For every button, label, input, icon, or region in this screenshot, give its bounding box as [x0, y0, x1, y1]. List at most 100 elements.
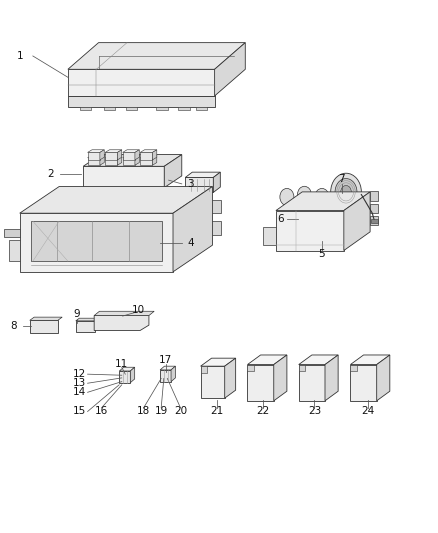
- Polygon shape: [299, 365, 305, 371]
- Polygon shape: [20, 187, 212, 213]
- Text: 1: 1: [16, 51, 23, 61]
- Polygon shape: [131, 367, 135, 383]
- Polygon shape: [135, 155, 139, 165]
- Polygon shape: [80, 107, 91, 110]
- Polygon shape: [135, 150, 139, 160]
- Text: 17: 17: [159, 355, 172, 365]
- Polygon shape: [185, 177, 213, 192]
- Polygon shape: [76, 321, 95, 332]
- Polygon shape: [88, 152, 100, 160]
- Polygon shape: [299, 365, 325, 401]
- Polygon shape: [160, 366, 175, 370]
- Polygon shape: [173, 187, 212, 272]
- Circle shape: [41, 323, 47, 330]
- Polygon shape: [30, 320, 58, 333]
- Text: 16: 16: [95, 407, 108, 416]
- Polygon shape: [156, 107, 168, 110]
- Text: 10: 10: [131, 305, 145, 315]
- Text: 15: 15: [73, 407, 86, 416]
- Polygon shape: [247, 365, 254, 371]
- Text: 12: 12: [73, 369, 86, 379]
- Circle shape: [297, 187, 311, 204]
- Polygon shape: [178, 107, 190, 110]
- Polygon shape: [185, 172, 220, 177]
- Polygon shape: [370, 216, 378, 225]
- Polygon shape: [123, 155, 139, 158]
- Text: 11: 11: [115, 359, 128, 368]
- Text: 6: 6: [277, 214, 284, 223]
- Polygon shape: [105, 158, 117, 165]
- Polygon shape: [212, 221, 221, 235]
- Polygon shape: [83, 155, 182, 166]
- Polygon shape: [140, 152, 152, 160]
- Polygon shape: [171, 366, 175, 382]
- Polygon shape: [83, 166, 164, 188]
- Text: 23: 23: [308, 407, 321, 416]
- Polygon shape: [94, 311, 154, 316]
- Polygon shape: [105, 152, 117, 160]
- Text: 19: 19: [155, 407, 168, 416]
- Polygon shape: [117, 155, 122, 165]
- Circle shape: [115, 319, 122, 327]
- Polygon shape: [68, 43, 245, 69]
- Polygon shape: [201, 366, 225, 398]
- Text: 14: 14: [73, 387, 86, 397]
- Circle shape: [87, 323, 92, 329]
- Polygon shape: [164, 155, 182, 188]
- Polygon shape: [100, 155, 104, 165]
- Polygon shape: [370, 204, 378, 213]
- Polygon shape: [371, 219, 378, 223]
- Circle shape: [34, 323, 40, 330]
- Polygon shape: [117, 150, 122, 160]
- Text: 4: 4: [187, 238, 194, 247]
- Polygon shape: [196, 107, 207, 110]
- Polygon shape: [68, 69, 215, 96]
- Polygon shape: [68, 96, 215, 107]
- Text: 8: 8: [10, 321, 17, 331]
- Polygon shape: [126, 107, 137, 110]
- Polygon shape: [350, 365, 377, 401]
- Polygon shape: [350, 355, 390, 365]
- Circle shape: [78, 323, 84, 329]
- Polygon shape: [152, 155, 157, 165]
- Polygon shape: [123, 158, 135, 165]
- Polygon shape: [81, 188, 166, 192]
- Polygon shape: [213, 172, 220, 192]
- Polygon shape: [152, 150, 157, 160]
- Polygon shape: [212, 200, 221, 213]
- Polygon shape: [105, 155, 122, 158]
- Circle shape: [315, 189, 329, 206]
- Circle shape: [280, 189, 294, 206]
- Text: 2: 2: [47, 169, 54, 179]
- Polygon shape: [20, 213, 173, 272]
- Polygon shape: [274, 355, 287, 401]
- Polygon shape: [370, 191, 378, 201]
- Circle shape: [341, 185, 351, 198]
- Text: 24: 24: [361, 407, 374, 416]
- Polygon shape: [247, 365, 274, 401]
- Circle shape: [331, 173, 361, 211]
- Polygon shape: [160, 370, 171, 382]
- Text: 22: 22: [256, 407, 269, 416]
- Text: 20: 20: [174, 407, 187, 416]
- Polygon shape: [119, 371, 131, 383]
- Polygon shape: [88, 150, 104, 152]
- Polygon shape: [276, 192, 370, 211]
- Polygon shape: [104, 107, 115, 110]
- Text: 5: 5: [318, 249, 325, 259]
- Text: 7: 7: [338, 174, 345, 183]
- Polygon shape: [31, 221, 162, 261]
- Text: 3: 3: [187, 179, 194, 189]
- Polygon shape: [140, 150, 157, 152]
- Polygon shape: [299, 355, 338, 365]
- Polygon shape: [140, 155, 157, 158]
- Circle shape: [335, 179, 357, 205]
- Polygon shape: [263, 227, 276, 245]
- Polygon shape: [76, 318, 99, 321]
- Polygon shape: [377, 355, 390, 401]
- Polygon shape: [215, 43, 245, 96]
- Polygon shape: [119, 367, 135, 371]
- Text: 21: 21: [211, 407, 224, 416]
- Polygon shape: [88, 158, 100, 165]
- Polygon shape: [94, 316, 149, 330]
